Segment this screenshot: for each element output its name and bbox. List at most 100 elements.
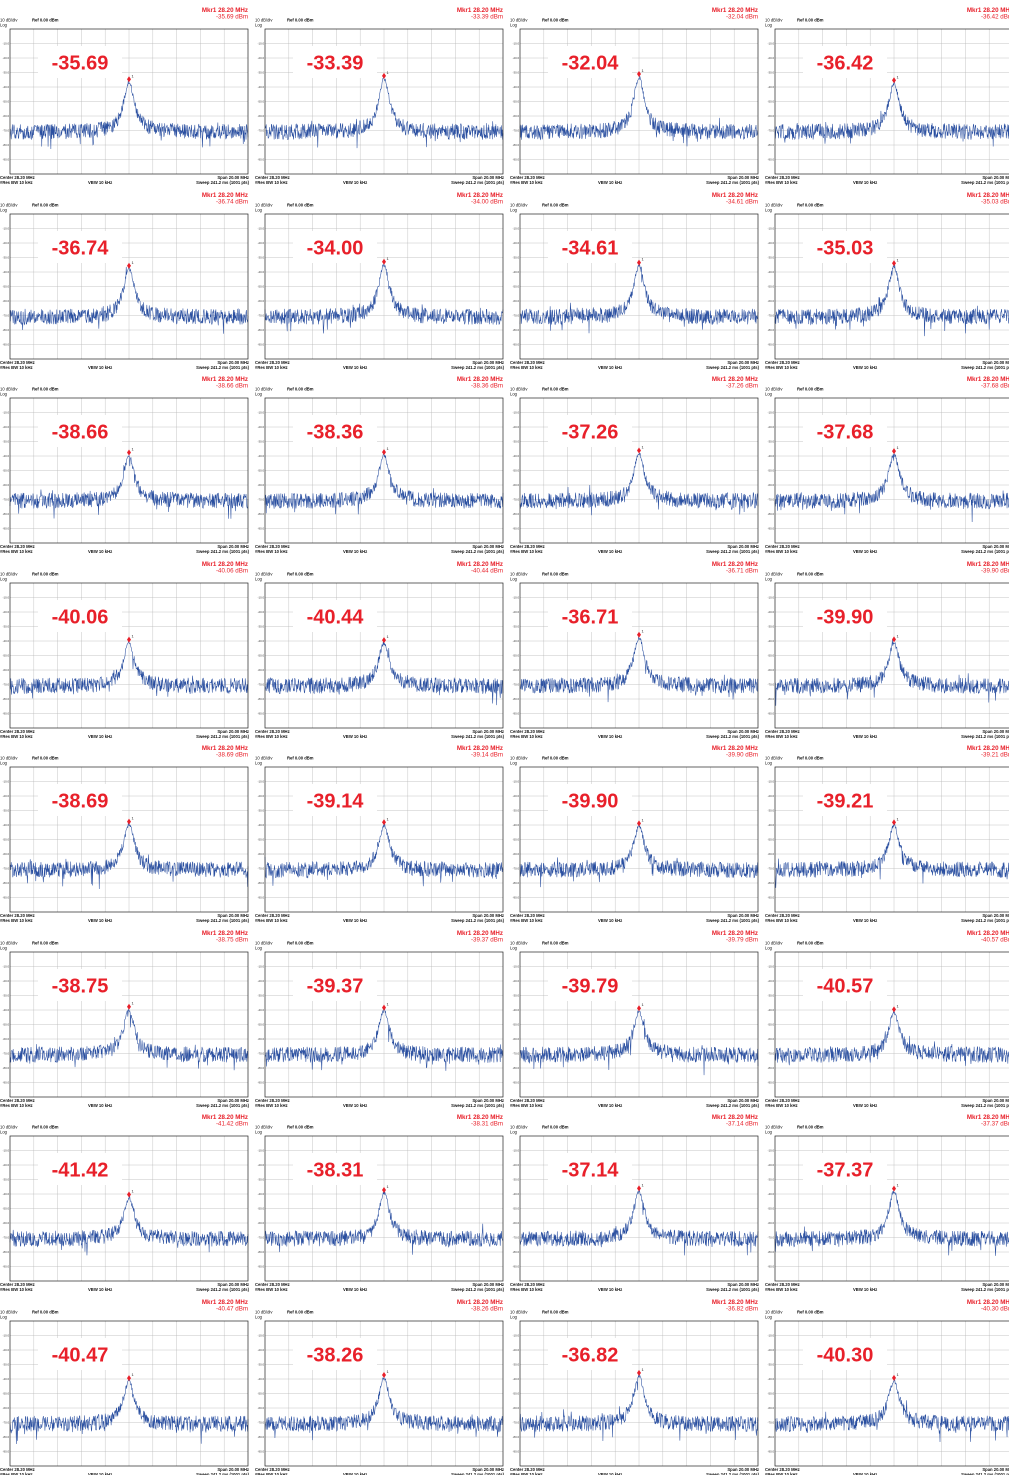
marker-frequency-label: Mkr1 28.20 MHz [202, 376, 248, 383]
marker-amplitude-label: -40.06 dBm [216, 567, 248, 574]
center-frequency-label: Center 28.20 MHz [255, 913, 290, 918]
y-tick-label: -50.0 [768, 653, 775, 657]
spectrum-trace [774, 81, 1009, 147]
spectrum-trace [9, 80, 249, 150]
marker-frequency-label: Mkr1 28.20 MHz [712, 7, 758, 14]
marker-frequency-label: Mkr1 28.20 MHz [457, 930, 503, 937]
y-tick-label: -10.0 [768, 411, 775, 415]
y-tick-label: -80.0 [3, 328, 10, 332]
plot-frame [519, 28, 759, 175]
spectrum-panel: Mkr1 28.20 MHz-40.57 dBm 10 dB/div Ref 0.0… [765, 929, 1009, 1113]
marker-frequency-label: Mkr1 28.20 MHz [712, 1299, 758, 1306]
y-tick-label: -10.0 [3, 1149, 10, 1153]
spectrum-plot: Mkr1 28.20 MHz-36.74 dBm 10 dB/div Ref 0.0… [0, 192, 250, 370]
spectrum-plot: Mkr1 28.20 MHz-34.00 dBm 10 dB/div Ref 0.0… [255, 192, 505, 370]
plot-frame [264, 1320, 504, 1466]
marker-callout-value: -39.21 [817, 791, 874, 813]
plot-frame [9, 1320, 249, 1466]
sweep-label: Sweep 241.2 ms (1001 pts) [961, 365, 1009, 370]
marker-amplitude-label: -35.03 dBm [981, 198, 1009, 205]
y-tick-label: -40.0 [3, 1192, 10, 1196]
marker-diamond-icon [382, 1004, 386, 1011]
span-label: Span 20.00 MHz [727, 544, 759, 549]
y-tick-label: -70.0 [3, 129, 10, 133]
sweep-label: Sweep 241.2 ms (1001 pts) [706, 365, 759, 370]
y-tick-label: -80.0 [3, 1250, 10, 1254]
marker-frequency-label: Mkr1 28.20 MHz [967, 745, 1009, 752]
callout-background [293, 1337, 377, 1370]
callout-background [803, 784, 887, 816]
marker-number-label: 1 [387, 634, 390, 639]
y-tick-label: -80.0 [513, 1250, 520, 1254]
y-tick-label: -40.0 [513, 639, 520, 643]
sweep-label: Sweep 241.2 ms (1001 pts) [196, 180, 249, 185]
marker-amplitude-label: -34.61 dBm [726, 198, 758, 205]
video-bandwidth-label: VBW 10 kHz [853, 1287, 877, 1292]
scale-label: 10 dB/div [255, 571, 273, 576]
callout-background [803, 1337, 887, 1370]
spectrum-panel: Mkr1 28.20 MHz -40.06 dBm 10 dB/div Ref 0.0… [0, 560, 252, 744]
marker-amplitude-label: -34.00 dBm [471, 198, 503, 205]
graticule [265, 1320, 503, 1466]
y-tick-label: -20.0 [258, 794, 265, 798]
scale-label: 10 dB/div [510, 1309, 528, 1314]
spectrum-panel: Mkr1 28.20 MHz-36.42 dBm 10 dB/div Ref 0.0… [765, 6, 1009, 190]
log-scale-label: Log [765, 392, 773, 397]
y-tick-label: -10.0 [3, 42, 10, 46]
y-tick-label: -10.0 [513, 42, 520, 46]
y-tick-label: -80.0 [513, 1435, 520, 1439]
y-tick-label: -40.0 [768, 1377, 775, 1381]
center-frequency-label: Center 28.20 MHz [765, 544, 800, 549]
y-tick-label: -20.0 [768, 979, 775, 983]
y-tick-label: -90.0 [768, 158, 775, 162]
marker-diamond-icon [382, 258, 386, 265]
y-tick-label: -60.0 [513, 1406, 520, 1410]
marker-diamond-icon [637, 447, 641, 454]
marker-number-label: 1 [642, 68, 645, 73]
y-tick-label: -70.0 [768, 1236, 775, 1240]
y-tick-label: -40.0 [768, 1192, 775, 1196]
y-tick-label: -10.0 [258, 780, 265, 784]
y-tick-label: -50.0 [258, 100, 265, 104]
spectrum-panel: Mkr1 28.20 MHz -35.69 dBm 10 dB/div Ref 0.0… [0, 6, 252, 190]
resolution-bandwidth-label: #Res BW 10 kHz [0, 1472, 33, 1475]
callout-background [548, 46, 632, 78]
y-tick-label: -30.0 [513, 809, 520, 813]
y-tick-label: -50.0 [768, 1391, 775, 1395]
spectrum-panel: Mkr1 28.20 MHz -36.74 dBm 10 dB/div Ref 0.0… [0, 191, 252, 375]
reference-level-label: Ref 0.00 dBm [542, 571, 569, 576]
y-tick-label: -70.0 [258, 1420, 265, 1424]
y-tick-label: -40.0 [3, 1008, 10, 1012]
y-tick-label: -90.0 [768, 1080, 775, 1084]
y-tick-label: -40.0 [258, 639, 265, 643]
sweep-label: Sweep 241.2 ms (1001 pts) [451, 1287, 504, 1292]
callout-background [38, 1153, 122, 1185]
y-tick-label: -80.0 [768, 512, 775, 516]
span-label: Span 20.00 MHz [217, 913, 249, 918]
y-tick-label: -30.0 [513, 255, 520, 259]
y-tick-label: -20.0 [3, 979, 10, 983]
y-tick-label: -90.0 [513, 158, 520, 162]
y-tick-label: -30.0 [768, 993, 775, 997]
graticule [775, 767, 1009, 912]
plot-frame [9, 213, 249, 359]
marker-number-label: 1 [387, 1368, 390, 1373]
y-tick-label: -80.0 [768, 697, 775, 701]
y-tick-label: -20.0 [513, 56, 520, 60]
callout-background [38, 968, 122, 1001]
marker-amplitude-label: -39.90 dBm [981, 567, 1009, 574]
callout-background [548, 784, 632, 816]
reference-level-label: Ref 0.00 dBm [32, 571, 59, 576]
log-scale-label: Log [0, 1314, 8, 1319]
y-tick-label: -30.0 [258, 624, 265, 628]
y-tick-label: -60.0 [258, 114, 265, 118]
resolution-bandwidth-label: #Res BW 10 kHz [765, 549, 798, 554]
marker-frequency-label: Mkr1 28.20 MHz [967, 376, 1009, 383]
log-scale-label: Log [765, 207, 773, 212]
y-tick-label: -80.0 [3, 1435, 10, 1439]
sweep-label: Sweep 241.2 ms (1001 pts) [706, 1103, 759, 1108]
y-tick-label: -40.0 [768, 270, 775, 274]
y-tick-label: -50.0 [513, 469, 520, 473]
callout-background [803, 599, 887, 632]
plot-frame [774, 951, 1009, 1097]
